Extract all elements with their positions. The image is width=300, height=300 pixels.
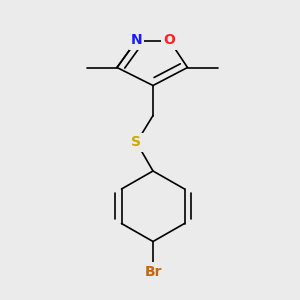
Text: O: O xyxy=(164,34,175,47)
Text: S: S xyxy=(131,136,142,149)
Text: N: N xyxy=(131,34,142,47)
Text: Br: Br xyxy=(144,265,162,278)
